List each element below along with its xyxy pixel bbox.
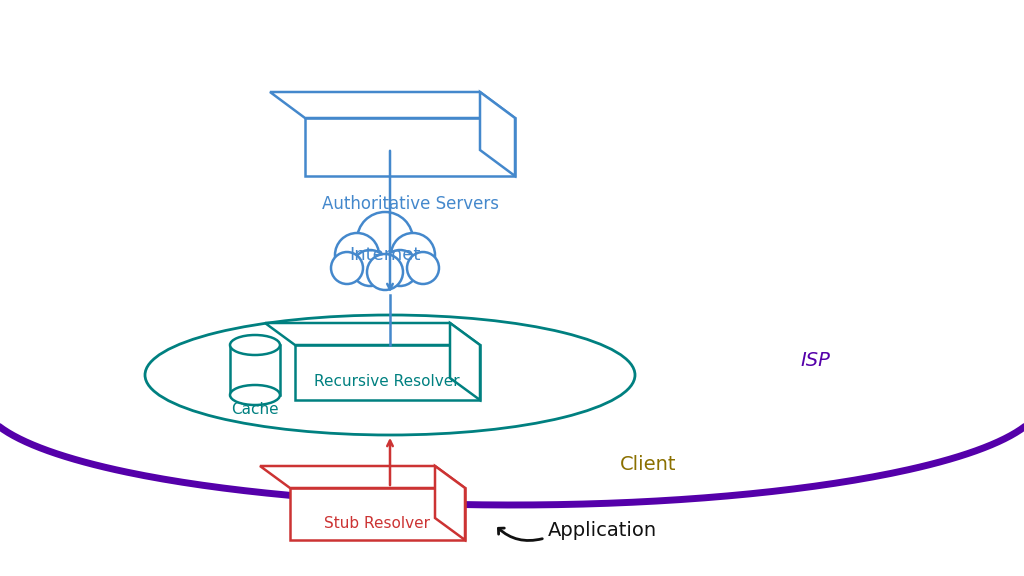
Text: Internet: Internet <box>349 246 421 264</box>
Circle shape <box>352 250 388 286</box>
Polygon shape <box>305 118 515 176</box>
Text: Authoritative Servers: Authoritative Servers <box>322 195 499 213</box>
Text: ISP: ISP <box>800 351 829 369</box>
Polygon shape <box>480 92 515 176</box>
Polygon shape <box>295 345 480 400</box>
Polygon shape <box>290 488 465 540</box>
Ellipse shape <box>145 315 635 435</box>
Text: Recursive Resolver: Recursive Resolver <box>314 374 460 389</box>
Text: Application: Application <box>548 521 657 540</box>
Circle shape <box>391 233 435 277</box>
Circle shape <box>331 252 362 284</box>
Polygon shape <box>260 466 465 488</box>
Polygon shape <box>270 92 515 118</box>
Polygon shape <box>435 466 465 540</box>
Ellipse shape <box>230 385 280 405</box>
Text: Stub Resolver: Stub Resolver <box>324 517 430 532</box>
Circle shape <box>382 250 418 286</box>
Circle shape <box>335 233 379 277</box>
Circle shape <box>357 212 413 268</box>
Ellipse shape <box>230 335 280 355</box>
Polygon shape <box>450 323 480 400</box>
Circle shape <box>407 252 439 284</box>
Text: Client: Client <box>620 456 677 475</box>
Polygon shape <box>265 323 480 345</box>
Text: Cache: Cache <box>231 402 279 417</box>
Circle shape <box>367 254 403 290</box>
